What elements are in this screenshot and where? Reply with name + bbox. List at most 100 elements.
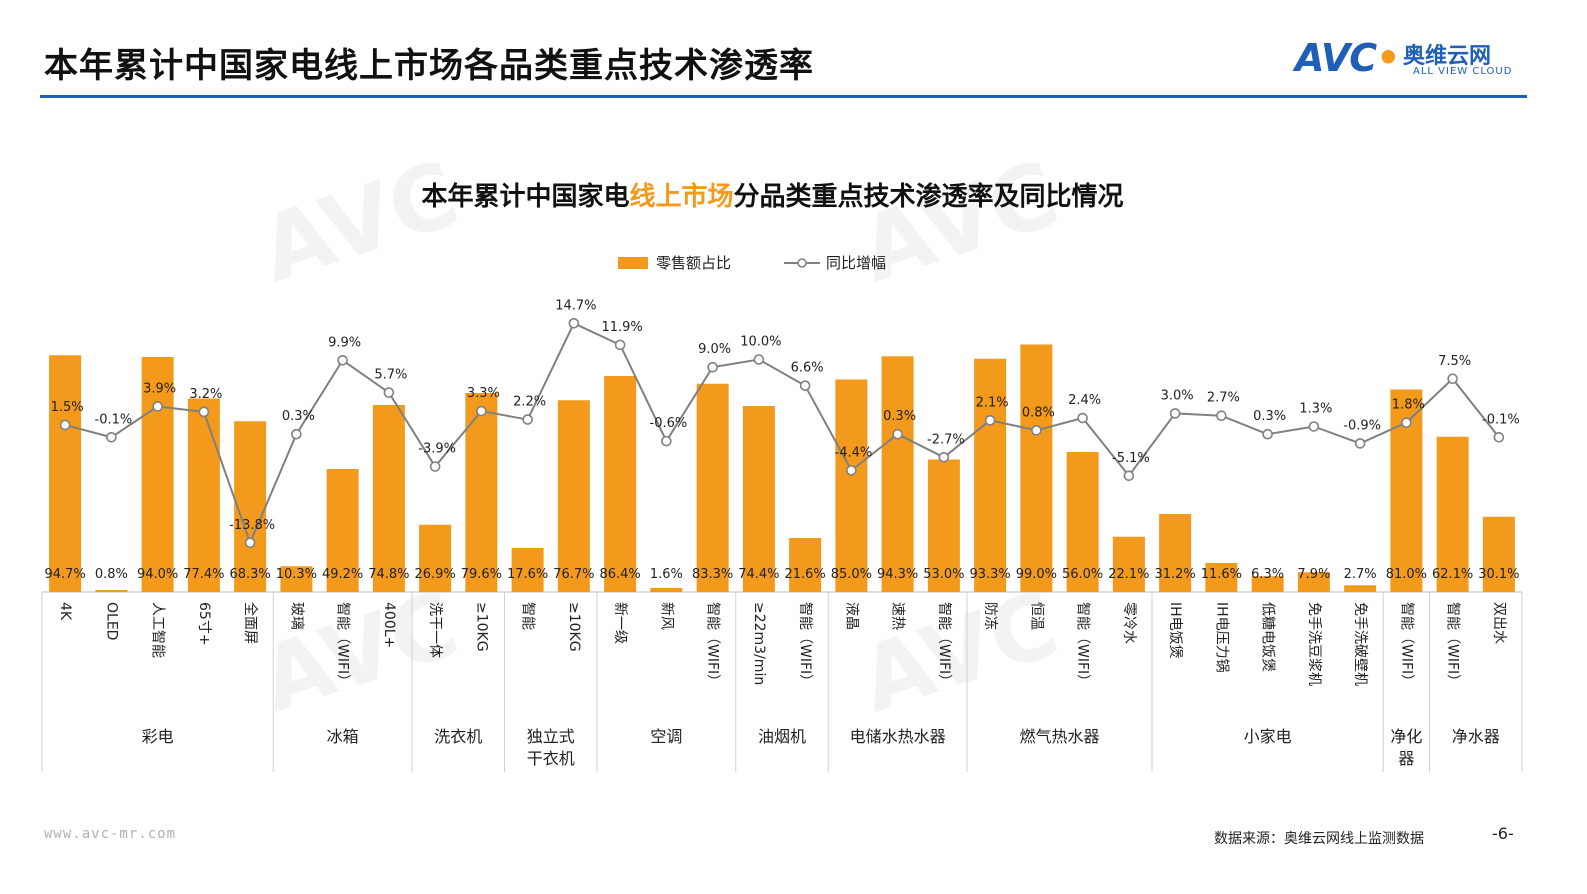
bar-retail-share bbox=[280, 566, 313, 592]
bar-retail-share bbox=[1251, 576, 1284, 592]
line-point bbox=[152, 401, 163, 412]
line-data-label: 0.3% bbox=[883, 409, 916, 424]
bar-retail-share bbox=[372, 405, 405, 592]
bar-retail-share bbox=[419, 524, 452, 592]
line-data-label: -0.1% bbox=[95, 412, 133, 427]
line-data-label: -0.6% bbox=[650, 416, 688, 431]
line-data-label: 3.2% bbox=[189, 387, 222, 402]
bar-retail-share bbox=[326, 469, 359, 592]
bar-data-label: 21.6% bbox=[784, 567, 825, 582]
line-point bbox=[846, 465, 857, 476]
group-label: 独立式干衣机 bbox=[527, 727, 575, 768]
page-number: -6- bbox=[1492, 824, 1514, 843]
group-label: 冰箱 bbox=[327, 727, 359, 746]
category-tick-label: 低糖电饭煲 bbox=[1260, 602, 1277, 672]
line-data-label: -3.9% bbox=[418, 442, 456, 457]
line-point bbox=[1031, 425, 1042, 436]
bar-data-label: 99.0% bbox=[1016, 567, 1057, 582]
line-data-label: 1.8% bbox=[1392, 398, 1425, 413]
line-point bbox=[291, 428, 302, 440]
bar-data-label: 56.0% bbox=[1062, 567, 1103, 582]
legend-item-bar: 零售额占比 bbox=[618, 252, 731, 273]
bar-retail-share bbox=[95, 590, 128, 592]
bar-retail-share bbox=[881, 356, 914, 592]
line-point bbox=[1216, 410, 1227, 422]
line-data-label: 3.9% bbox=[143, 381, 176, 396]
bar-retail-share bbox=[1436, 436, 1469, 592]
line-data-label: 3.0% bbox=[1161, 388, 1194, 403]
bar-data-label: 62.1% bbox=[1432, 567, 1473, 582]
bar-retail-share bbox=[1205, 563, 1238, 592]
bar-retail-share bbox=[742, 406, 775, 592]
bar-data-label: 85.0% bbox=[831, 567, 872, 582]
bar-retail-share bbox=[511, 548, 544, 592]
line-point bbox=[1169, 408, 1181, 419]
line-point bbox=[1447, 373, 1458, 385]
bar-retail-share bbox=[234, 421, 267, 592]
bar-retail-share bbox=[1112, 536, 1145, 592]
line-point bbox=[938, 451, 950, 463]
category-tick-label: IH电压力锅 bbox=[1213, 602, 1229, 673]
bar-data-label: 26.9% bbox=[414, 567, 455, 582]
group-label: 净化器 bbox=[1390, 727, 1422, 768]
bar-data-label: 77.4% bbox=[183, 567, 224, 582]
category-tick-label: 新风 bbox=[658, 602, 674, 630]
bar-retail-share bbox=[141, 357, 174, 592]
category-tick-label: 新一级 bbox=[612, 602, 628, 644]
bar-data-label: 93.3% bbox=[969, 567, 1010, 582]
bar-retail-share bbox=[1020, 344, 1053, 592]
group-label: 电储水热水器 bbox=[850, 727, 946, 746]
line-point bbox=[1123, 470, 1135, 482]
line-data-label: -0.1% bbox=[1482, 412, 1520, 427]
bar-data-label: 30.1% bbox=[1478, 567, 1519, 582]
line-data-label: 5.7% bbox=[374, 368, 407, 383]
bar-retail-share bbox=[187, 398, 220, 592]
category-tick-label: 液晶 bbox=[843, 602, 859, 630]
logo-cn-text: 奥维云网 bbox=[1403, 44, 1492, 69]
line-point bbox=[1308, 421, 1320, 432]
line-yoy-growth bbox=[64, 321, 1500, 546]
bar-data-label: 53.0% bbox=[923, 567, 964, 582]
line-data-label: -5.1% bbox=[1112, 451, 1150, 466]
category-tick-label: 玻璃 bbox=[288, 602, 305, 630]
bar-data-label: 49.2% bbox=[322, 567, 363, 582]
category-tick-label: 智能（WIFI） bbox=[705, 602, 721, 688]
bar-data-label: 0.8% bbox=[95, 567, 128, 582]
category-tick-label: 恒温 bbox=[1028, 602, 1044, 630]
bar-data-label: 76.7% bbox=[553, 567, 594, 582]
bar-data-label: 1.6% bbox=[650, 567, 683, 582]
bar-retail-share bbox=[1297, 572, 1330, 592]
line-point bbox=[429, 461, 441, 472]
bar-data-label: 83.3% bbox=[692, 567, 733, 582]
line-point bbox=[892, 428, 903, 440]
logo-en-text: ALL VIEW CLOUD bbox=[1413, 66, 1513, 77]
category-tick-label: 智能（WIFI） bbox=[1075, 602, 1091, 688]
group-label: 油烟机 bbox=[758, 727, 806, 746]
category-tick-label: IH电饭煲 bbox=[1167, 602, 1184, 659]
line-data-label: 2.2% bbox=[513, 395, 546, 410]
line-data-label: 9.9% bbox=[328, 335, 361, 350]
bar-retail-share bbox=[974, 358, 1007, 592]
bar-retail-share bbox=[835, 379, 868, 592]
line-data-label: 9.0% bbox=[698, 342, 731, 357]
line-point bbox=[707, 361, 718, 373]
bar-data-label: 94.3% bbox=[877, 567, 918, 582]
bar-retail-share bbox=[557, 400, 590, 592]
category-tick-label: 智能（WIFI） bbox=[335, 602, 351, 688]
group-label: 空调 bbox=[650, 727, 682, 746]
line-point bbox=[1493, 431, 1505, 443]
line-point bbox=[198, 406, 210, 418]
group-label: 彩电 bbox=[142, 727, 174, 746]
chart-title: 本年累计中国家电线上市场分品类重点技术渗透率及同比情况 bbox=[421, 182, 1124, 212]
line-data-label: 0.3% bbox=[282, 409, 315, 424]
legend-line-swatch bbox=[784, 257, 820, 268]
category-tick-label: ≥22m3/min bbox=[751, 602, 767, 685]
bar-data-label: 86.4% bbox=[599, 567, 640, 582]
line-point bbox=[476, 405, 487, 417]
line-data-label: -13.8% bbox=[229, 518, 275, 533]
category-tick-label: 免手洗豆浆机 bbox=[1306, 602, 1322, 686]
line-data-label: 1.3% bbox=[1299, 401, 1332, 416]
line-point bbox=[1262, 428, 1273, 440]
line-point bbox=[244, 537, 256, 549]
title-divider bbox=[40, 95, 1527, 98]
